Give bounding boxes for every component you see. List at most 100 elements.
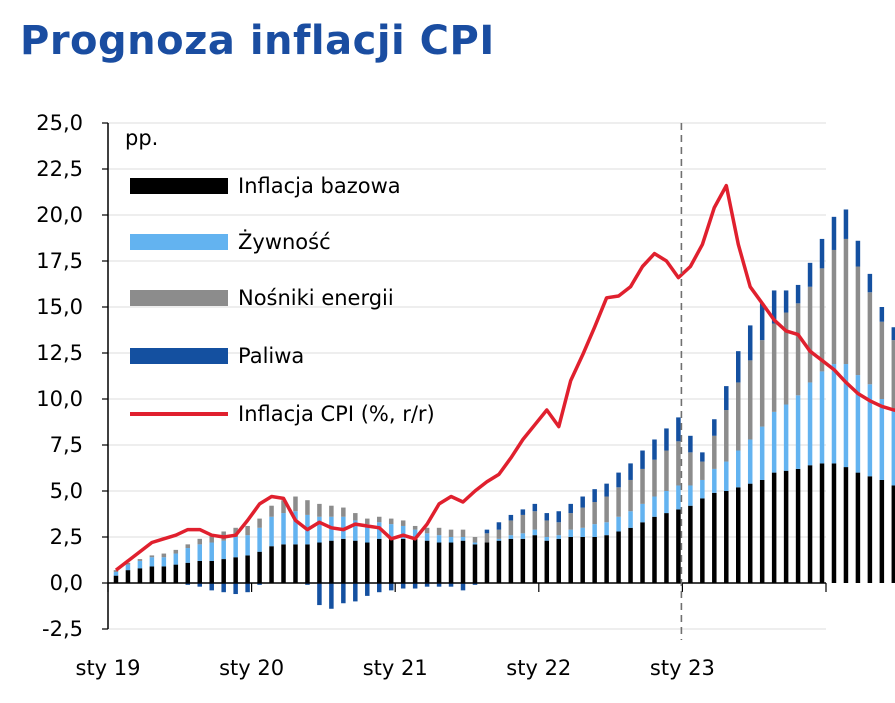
bar-energy bbox=[137, 559, 143, 561]
bar-core bbox=[185, 562, 191, 583]
bar-energy bbox=[795, 303, 801, 396]
bar-core bbox=[400, 538, 406, 583]
bar-core bbox=[520, 538, 526, 583]
bar-energy bbox=[736, 382, 741, 451]
bar-energy bbox=[365, 518, 370, 525]
bar-core bbox=[676, 509, 681, 583]
bar-food bbox=[700, 479, 705, 499]
bar-energy bbox=[700, 461, 705, 480]
bar-energy bbox=[867, 292, 873, 385]
bar-core bbox=[628, 527, 633, 583]
bar-food bbox=[688, 485, 693, 506]
bar-fuel bbox=[472, 583, 478, 585]
bar-energy bbox=[329, 505, 334, 517]
bar-food bbox=[448, 537, 454, 543]
y-tick-label: 22,5 bbox=[36, 157, 83, 181]
bar-core bbox=[532, 535, 538, 583]
bar-core bbox=[843, 467, 849, 583]
bar-food bbox=[628, 511, 633, 528]
bar-core bbox=[125, 570, 131, 583]
bar-energy bbox=[783, 312, 789, 405]
bar-energy bbox=[293, 496, 298, 512]
bar-fuel bbox=[568, 503, 573, 514]
bar-fuel bbox=[759, 303, 765, 341]
unit-label: pp. bbox=[125, 126, 158, 150]
bar-core bbox=[233, 557, 238, 583]
bar-core bbox=[269, 546, 274, 583]
bar-food bbox=[257, 527, 262, 552]
bar-core bbox=[688, 505, 693, 583]
y-tick-label: 17,5 bbox=[36, 249, 83, 273]
bar-fuel bbox=[197, 583, 202, 587]
bar-fuel bbox=[700, 452, 705, 462]
bar-core bbox=[161, 566, 167, 583]
bar-food bbox=[496, 538, 502, 541]
bar-energy bbox=[173, 549, 179, 554]
bar-core bbox=[173, 564, 179, 583]
bar-core bbox=[652, 516, 657, 583]
bar-energy bbox=[257, 518, 262, 528]
bar-core bbox=[377, 538, 382, 583]
bar-energy bbox=[472, 537, 478, 543]
y-tick-label: 25,0 bbox=[36, 111, 83, 135]
bar-core bbox=[700, 498, 705, 583]
bar-core bbox=[759, 479, 765, 583]
bar-fuel bbox=[484, 529, 490, 534]
bar-food bbox=[532, 529, 538, 536]
bar-energy bbox=[400, 520, 406, 526]
bar-energy bbox=[209, 535, 214, 543]
bar-core bbox=[508, 538, 514, 583]
bar-fuel bbox=[616, 472, 621, 488]
bar-fuel bbox=[771, 290, 777, 324]
bar-core bbox=[592, 537, 597, 583]
bar-food bbox=[604, 522, 609, 536]
bar-core bbox=[568, 537, 573, 583]
bar-energy bbox=[125, 562, 131, 565]
bar-fuel bbox=[388, 583, 394, 591]
bar-energy bbox=[556, 522, 561, 536]
bar-food bbox=[269, 516, 274, 547]
legend-label-cpi: Inflacja CPI (%, r/r) bbox=[238, 402, 435, 426]
bar-food bbox=[891, 410, 895, 486]
axes bbox=[102, 122, 827, 630]
bar-fuel bbox=[592, 489, 597, 503]
bar-fuel bbox=[245, 583, 250, 593]
bar-energy bbox=[891, 340, 895, 411]
bar-fuel bbox=[712, 419, 717, 436]
bar-fuel bbox=[580, 496, 585, 508]
bar-energy bbox=[245, 525, 250, 536]
bar-core bbox=[831, 463, 837, 583]
bar-food bbox=[520, 533, 526, 539]
x-tick-label: sty 22 bbox=[506, 656, 571, 680]
bar-fuel bbox=[221, 583, 226, 593]
bar-core bbox=[365, 542, 370, 583]
bar-core bbox=[712, 492, 717, 583]
bar-fuel bbox=[412, 583, 418, 589]
bar-energy bbox=[688, 452, 693, 486]
bar-food bbox=[831, 364, 837, 464]
bar-energy bbox=[113, 570, 119, 572]
bar-energy bbox=[640, 468, 645, 504]
bar-food bbox=[759, 426, 765, 480]
bar-core bbox=[580, 537, 585, 583]
bar-core bbox=[317, 542, 322, 583]
bar-food bbox=[879, 399, 885, 480]
legend-swatch-core bbox=[130, 178, 228, 194]
bar-core bbox=[329, 540, 334, 583]
bar-energy bbox=[580, 507, 585, 528]
bar-fuel bbox=[688, 435, 693, 453]
bar-fuel bbox=[879, 307, 885, 322]
bar-energy bbox=[592, 502, 597, 525]
y-tick-label: 7,5 bbox=[50, 433, 83, 457]
bar-energy bbox=[807, 286, 813, 383]
bar-energy bbox=[604, 496, 609, 523]
bar-core bbox=[616, 531, 621, 583]
bar-fuel bbox=[664, 428, 669, 451]
stacked-bars bbox=[113, 209, 895, 609]
bar-core bbox=[341, 538, 346, 583]
bar-food bbox=[508, 535, 514, 539]
bar-energy bbox=[819, 268, 825, 372]
bar-energy bbox=[448, 529, 454, 537]
bar-core bbox=[257, 551, 262, 583]
bar-core bbox=[137, 568, 143, 583]
